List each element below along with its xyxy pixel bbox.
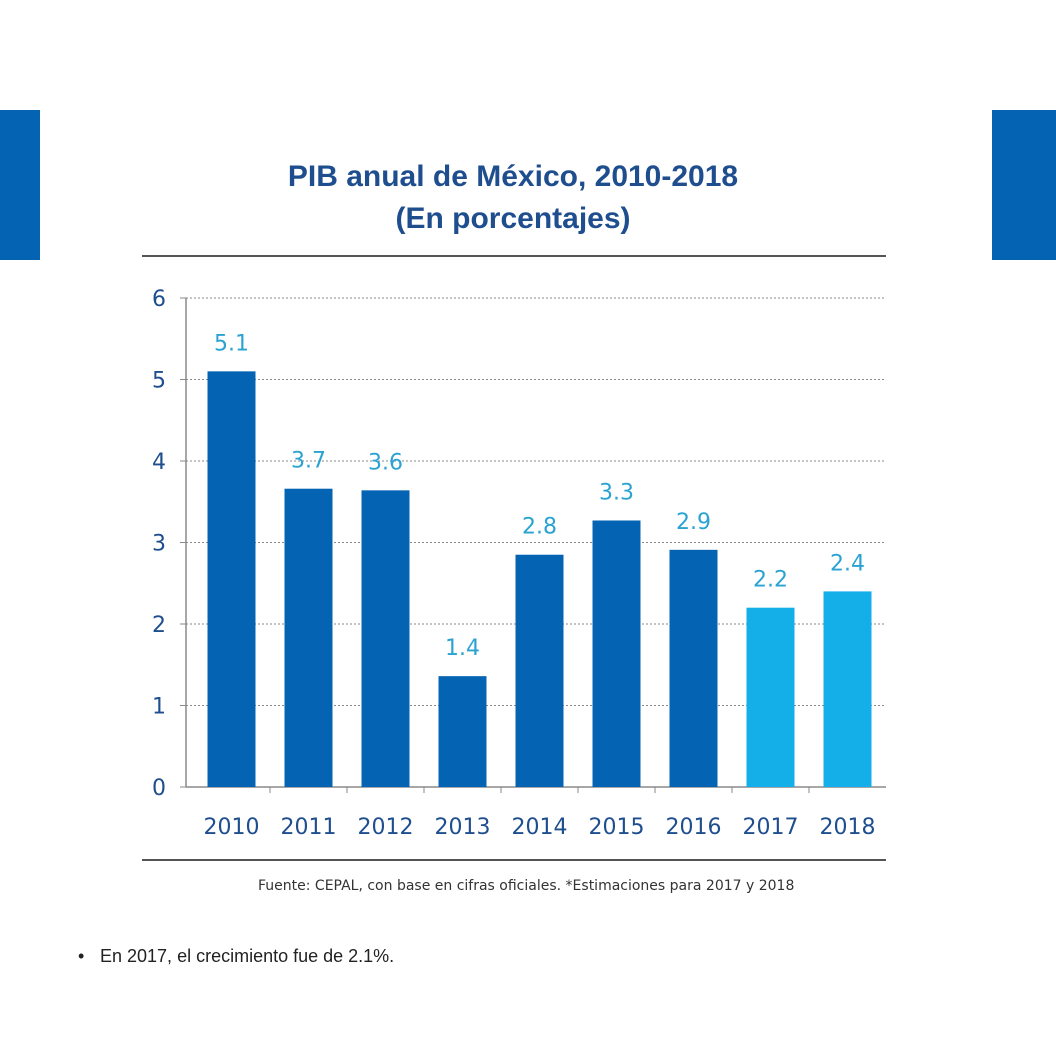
bar — [823, 591, 872, 787]
y-tick-label: 0 — [152, 776, 166, 801]
bar — [746, 607, 795, 787]
x-tick-label: 2012 — [358, 815, 414, 840]
data-labels: 5.1 3.7 3.6 1.4 2.8 3.3 2.9 2.2 2.4 — [214, 331, 865, 661]
y-tick-label: 1 — [152, 695, 166, 720]
y-tick-label: 5 — [152, 369, 166, 394]
left-accent-block — [0, 110, 40, 260]
data-label: 3.6 — [368, 450, 403, 475]
data-label: 3.3 — [599, 480, 634, 505]
bottom-rule — [142, 859, 886, 861]
source-note: Fuente: CEPAL, con base en cifras oficia… — [258, 878, 795, 894]
data-label: 3.7 — [291, 449, 326, 474]
chart-title: PIB anual de México, 2010-2018 — [287, 160, 739, 193]
top-rule — [142, 255, 886, 257]
data-label: 1.4 — [445, 636, 480, 661]
bar — [669, 549, 718, 787]
data-label: 2.9 — [676, 510, 711, 535]
x-tick-label: 2010 — [204, 815, 260, 840]
x-tick-label: 2011 — [281, 815, 337, 840]
bullet-item: • En 2017, el crecimiento fue de 2.1%. — [78, 944, 394, 968]
data-label: 2.2 — [753, 568, 788, 593]
data-label: 2.8 — [522, 515, 557, 540]
x-tick-label: 2015 — [589, 815, 645, 840]
bullet-dot: • — [78, 946, 85, 966]
x-tick-label: 2017 — [743, 815, 799, 840]
y-tick-label: 6 — [152, 287, 166, 312]
x-tick-label: 2013 — [435, 815, 491, 840]
bar — [207, 371, 256, 787]
data-label: 2.4 — [830, 551, 865, 576]
bar — [515, 554, 564, 787]
data-label: 5.1 — [214, 331, 249, 356]
bar — [592, 520, 641, 787]
bar — [361, 490, 410, 787]
x-tick-label: 2016 — [666, 815, 722, 840]
y-tick-labels: 0 1 2 3 4 5 6 — [152, 287, 166, 801]
y-tick-label: 2 — [152, 613, 166, 638]
y-tick-label: 4 — [152, 450, 166, 475]
chart-subtitle: (En porcentajes) — [395, 202, 631, 235]
bar — [284, 488, 333, 787]
x-tick-label: 2018 — [820, 815, 876, 840]
x-tick-label: 2014 — [512, 815, 568, 840]
bullet-text: En 2017, el crecimiento fue de 2.1%. — [100, 946, 395, 966]
bar — [438, 676, 487, 787]
y-tick-label: 3 — [152, 532, 166, 557]
bars — [207, 371, 872, 787]
right-accent-block — [992, 110, 1056, 260]
x-tick-labels: 2010 2011 2012 2013 2014 2015 2016 2017 2018 — [204, 815, 876, 840]
